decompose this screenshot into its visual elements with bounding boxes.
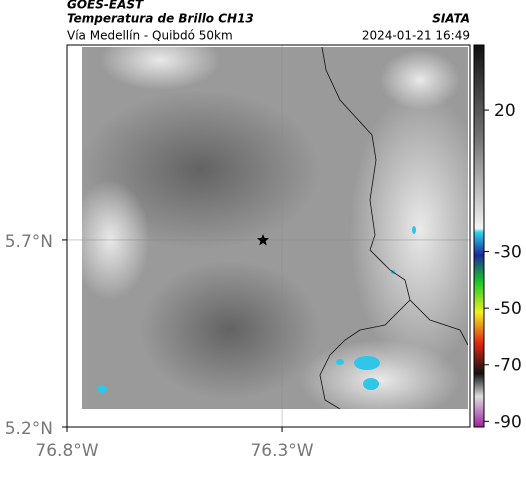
colorbar-tick-label: -90 <box>494 412 522 432</box>
colorbar-tick-label: -50 <box>494 299 522 319</box>
product: Temperatura de Brillo CH13 <box>67 12 254 26</box>
region: Vía Medellín - Quibdó 50km <box>67 29 233 43</box>
satellite-image <box>82 47 468 409</box>
colorbar-tick-label: 20 <box>494 101 516 121</box>
y-tick-label: 5.2°N <box>5 419 53 439</box>
x-tick-label: 76.8°W <box>35 441 98 461</box>
colorbar-tick-label: -30 <box>494 243 522 263</box>
map-frame <box>66 44 471 428</box>
y-tick-label: 5.7°N <box>5 232 53 252</box>
source: SIATA <box>432 12 470 26</box>
x-tick-label: 76.3°W <box>250 441 313 461</box>
colorbar-tick-label: -70 <box>494 356 522 376</box>
location-marker <box>257 234 269 246</box>
satellite: GOES-EAST <box>67 0 144 12</box>
colorbar <box>473 44 485 428</box>
timestamp: 2024-01-21 16:49 <box>362 29 470 43</box>
